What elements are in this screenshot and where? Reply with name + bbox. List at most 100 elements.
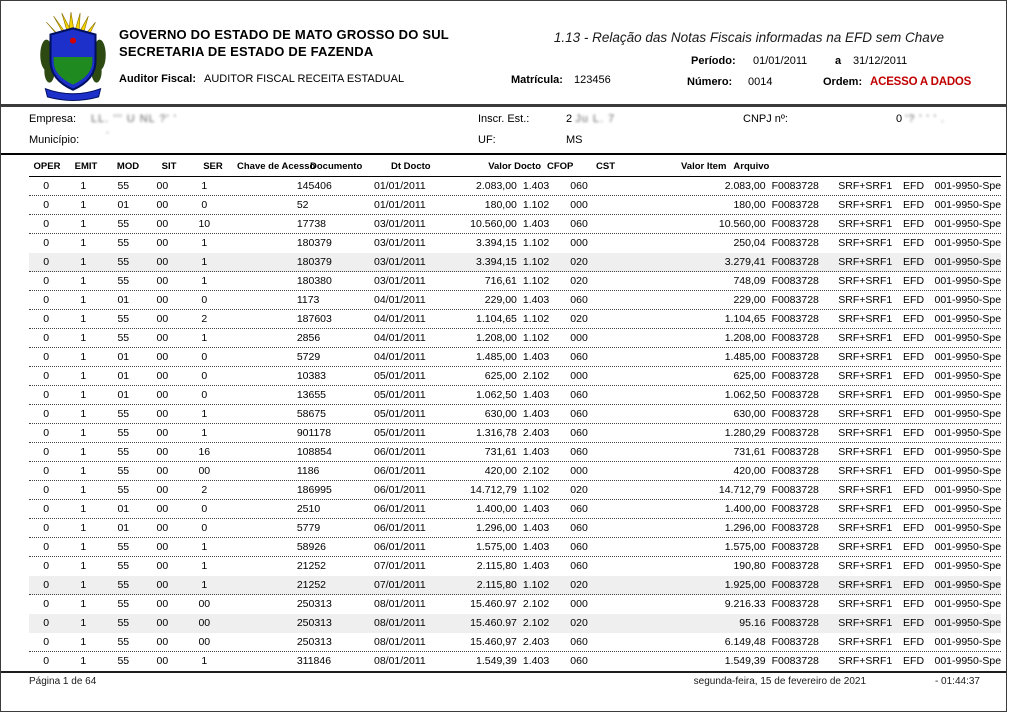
cell-mod: 55 [117,617,130,629]
cell-arquivo-type: EFD [903,636,925,648]
cell-valor-docto: 1.549,39 [476,655,517,667]
cell-emit: 1 [80,389,87,401]
cell-dt-docto: 06/01/2011 [373,465,426,477]
col-header-documento: Documento [310,161,363,172]
cell-sit: 00 [156,275,169,287]
cell-documento: 250313 [296,617,332,629]
cell-arquivo-type: EFD [903,503,925,515]
cell-documento: 58675 [296,408,327,420]
cell-emit: 1 [80,427,87,439]
col-header-ser: SER [203,161,223,172]
col-header-valor-docto: Valor Docto [488,161,541,172]
cell-documento: 250313 [296,598,332,610]
cell-valor-docto: 3.394,15 [476,237,517,249]
cell-mod: 55 [117,256,130,268]
cell-mod: 55 [117,484,130,496]
cell-chave-de-acesso [227,424,295,442]
cell-arquivo-ref: 001-9950-Spe [934,370,1002,382]
cell-arquivo-origin: SRF+SRF1 [838,598,893,610]
cell-cfop: 1.403 [522,180,550,192]
cell-oper: 0 [43,199,50,211]
table-row: 0 1 55 00 00 250313 08/01/2011 15.460.97… [29,595,1001,614]
cell-valor-docto: 1.316,78 [476,427,517,439]
cell-arquivo-type: EFD [903,560,925,572]
cell-oper: 0 [43,560,50,572]
cell-arquivo-origin: SRF+SRF1 [838,655,893,667]
cell-cfop: 1.102 [522,484,550,496]
cell-arquivo-file: F0083728 [771,427,819,439]
cell-arquivo-type: EFD [903,484,925,496]
cell-mod: 01 [117,294,130,306]
cell-emit: 1 [80,617,87,629]
cell-mod: 55 [117,332,130,344]
cell-arquivo-ref: 001-9950-Spe [934,237,1002,249]
cell-arquivo-type: EFD [903,180,925,192]
cell-valor-docto: 1.104,65 [476,313,517,325]
cell-valor-docto: 15.460.97 [470,617,517,629]
cell-chave-de-acesso [227,652,295,671]
cell-oper: 0 [43,655,50,667]
cell-arquivo-type: EFD [903,370,925,382]
cell-arquivo-origin: SRF+SRF1 [838,465,893,477]
generated-date: segunda-feira, 15 de fevereiro de 2021 [693,676,866,687]
cell-arquivo-file: F0083728 [771,541,819,553]
cell-dt-docto: 05/01/2011 [373,408,426,420]
cell-chave-de-acesso [227,253,295,271]
cell-cst: 020 [570,579,588,591]
cell-valor-item: 1.208,00 [724,332,766,344]
cell-arquivo-origin: SRF+SRF1 [838,180,893,192]
cell-valor-docto: 1.575,00 [476,541,517,553]
auditor-fiscal-value: AUDITOR FISCAL RECEITA ESTADUAL [204,73,405,85]
cell-sit: 00 [156,427,169,439]
cell-ser: 0 [201,294,208,306]
cell-mod: 55 [117,560,130,572]
cell-valor-item: 2.083,00 [724,180,766,192]
cell-arquivo-type: EFD [903,522,925,534]
cell-arquivo-ref: 001-9950-Spe [934,465,1002,477]
col-header-oper: OPER [33,161,61,172]
cell-cfop: 1.403 [522,446,550,458]
cell-dt-docto: 08/01/2011 [373,617,426,629]
cell-emit: 1 [80,655,87,667]
cell-cfop: 1.102 [522,313,550,325]
cell-chave-de-acesso [227,234,295,253]
cell-cst: 020 [570,313,588,325]
cell-arquivo-origin: SRF+SRF1 [838,408,893,420]
cell-valor-item: 250,04 [733,237,766,249]
periodo-label: Período: [691,55,736,67]
cell-arquivo-file: F0083728 [771,275,819,287]
cell-arquivo-ref: 001-9950-Spe [934,332,1002,344]
table-row: 0 1 01 00 0 10383 05/01/2011 625,00 2.10… [29,367,1001,386]
cell-dt-docto: 04/01/2011 [373,313,426,325]
empresa-value-redacted: LL. ''' U NL ?' ' [91,113,177,125]
cell-valor-item: 1.104,65 [724,313,766,325]
cell-cst: 000 [570,332,588,344]
cell-arquivo-file: F0083728 [771,598,819,610]
cell-arquivo-type: EFD [903,275,925,287]
cell-oper: 0 [43,522,50,534]
table-row: 0 1 55 00 1 58926 06/01/2011 1.575,00 1.… [29,538,1001,557]
cell-mod: 55 [117,237,130,249]
cell-dt-docto: 08/01/2011 [373,636,426,648]
cell-chave-de-acesso [227,614,295,633]
cell-arquivo-ref: 001-9950-Spe [934,427,1002,439]
cell-chave-de-acesso [227,557,295,576]
inscr-est-visible: 2 [566,113,573,125]
cell-mod: 55 [117,180,130,192]
cell-sit: 00 [156,636,169,648]
table-row: 0 1 55 00 16 108854 06/01/2011 731,61 1.… [29,443,1001,462]
cell-ser: 00 [198,636,211,648]
cell-dt-docto: 07/01/2011 [373,579,426,591]
cell-ser: 1 [201,579,208,591]
cell-arquivo-ref: 001-9950-Spe [934,598,1002,610]
cell-valor-item: 1.549,39 [724,655,766,667]
cell-arquivo-origin: SRF+SRF1 [838,237,893,249]
cell-sit: 00 [156,522,169,534]
cell-valor-docto: 625,00 [484,370,517,382]
col-header-emit: EMIT [74,161,98,172]
cell-documento: 901178 [296,427,332,439]
cell-sit: 00 [156,541,169,553]
col-header-arquivo: Arquivo [733,161,770,172]
cell-cst: 060 [570,655,588,667]
cell-arquivo-file: F0083728 [771,313,819,325]
